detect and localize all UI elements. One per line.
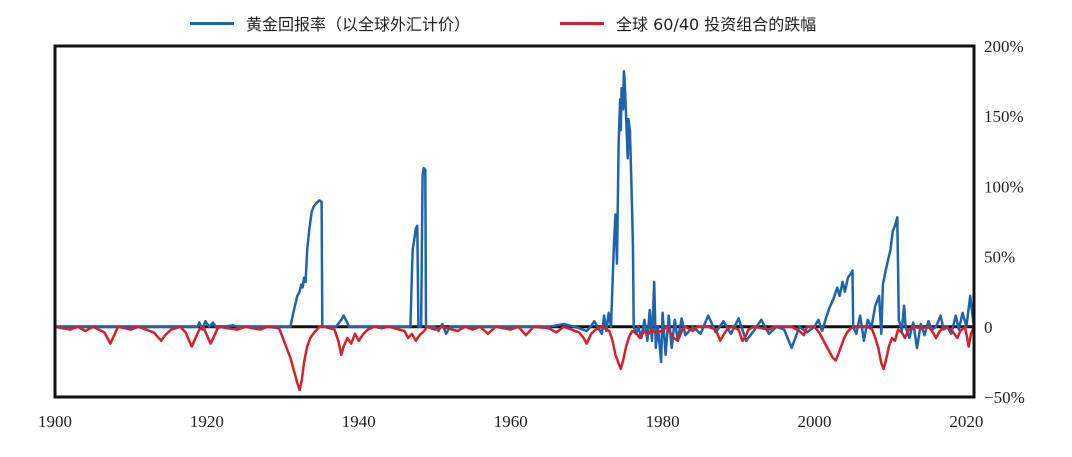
x-tick-label: 1900 (38, 412, 72, 431)
legend-swatch-portfolio (560, 21, 604, 25)
x-tick-label: 1940 (342, 412, 376, 431)
y-tick-label: 100% (984, 177, 1024, 196)
series-gold-line (55, 70, 976, 364)
legend-gold: 黄金回报率（以全球外汇计价） (190, 10, 470, 36)
plot-frame (53, 44, 976, 399)
y-tick-label: 200% (984, 37, 1024, 56)
y-tick-label: 150% (984, 107, 1024, 126)
series-portfolio-line (54, 325, 976, 392)
legend-label-portfolio: 全球 60/40 投资组合的跌幅 (616, 15, 817, 34)
x-tick-label: 1960 (494, 412, 528, 431)
y-tick-label: −50% (984, 388, 1025, 407)
y-tick-label: 50% (984, 248, 1015, 267)
x-tick-label: 2000 (798, 412, 832, 431)
legend-label-gold: 黄金回报率（以全球外汇计价） (246, 15, 471, 34)
x-axis: 1900 1920 1940 1960 1980 2000 2020 (38, 412, 983, 431)
legend-portfolio: 全球 60/40 投资组合的跌幅 (560, 10, 816, 36)
series-layer (54, 70, 976, 392)
y-tick-label: 0 (984, 318, 993, 337)
x-tick-label: 2020 (949, 412, 983, 431)
x-tick-label: 1920 (190, 412, 224, 431)
legend-swatch-gold (190, 21, 234, 25)
y-axis: 200% 150% 100% 50% 0 −50% (984, 37, 1025, 407)
x-tick-label: 1980 (646, 412, 680, 431)
